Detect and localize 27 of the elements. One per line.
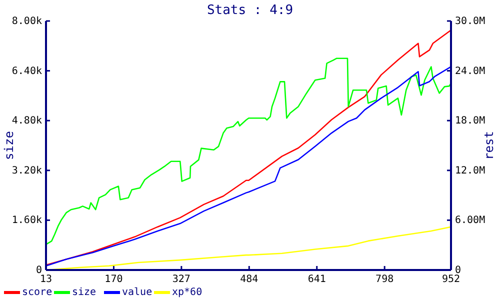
legend-label: score	[22, 287, 52, 298]
line-series	[45, 29, 452, 266]
y2-tick-label: 0	[455, 265, 462, 276]
x-tick-label: 952	[442, 274, 460, 285]
y-tick-label: 4.80k	[12, 116, 42, 127]
legend-label: value	[122, 287, 152, 298]
x-tick-label: 641	[308, 274, 326, 285]
y-tick-label: 6.40k	[12, 66, 42, 77]
chart-title: Stats : 4:9	[206, 3, 294, 18]
x-tick-label: 13	[40, 274, 52, 285]
y-tick-label: 0	[36, 265, 42, 276]
legend-label: xp*60	[172, 287, 202, 298]
x-tick-label: 327	[172, 274, 190, 285]
y-axis-title: size	[2, 131, 16, 160]
y2-tick-label: 18.0M	[455, 116, 486, 127]
y-tick-label: 8.00k	[12, 16, 42, 27]
y2-axis-title: rest	[482, 131, 496, 160]
y2-tick-label: 30.0M	[455, 16, 486, 27]
y2-tick-label: 24.0M	[455, 66, 486, 77]
x-tick-label: 798	[376, 274, 394, 285]
x-tick-label: 484	[240, 274, 258, 285]
y2-tick-label: 12.0M	[455, 165, 486, 176]
y2-tick-label: 6.00M	[455, 215, 486, 226]
x-tick-label: 170	[104, 274, 123, 285]
y-tick-label: 1.60k	[12, 215, 42, 226]
legend-label: size	[72, 287, 96, 298]
y-tick-label: 3.20k	[12, 165, 42, 176]
